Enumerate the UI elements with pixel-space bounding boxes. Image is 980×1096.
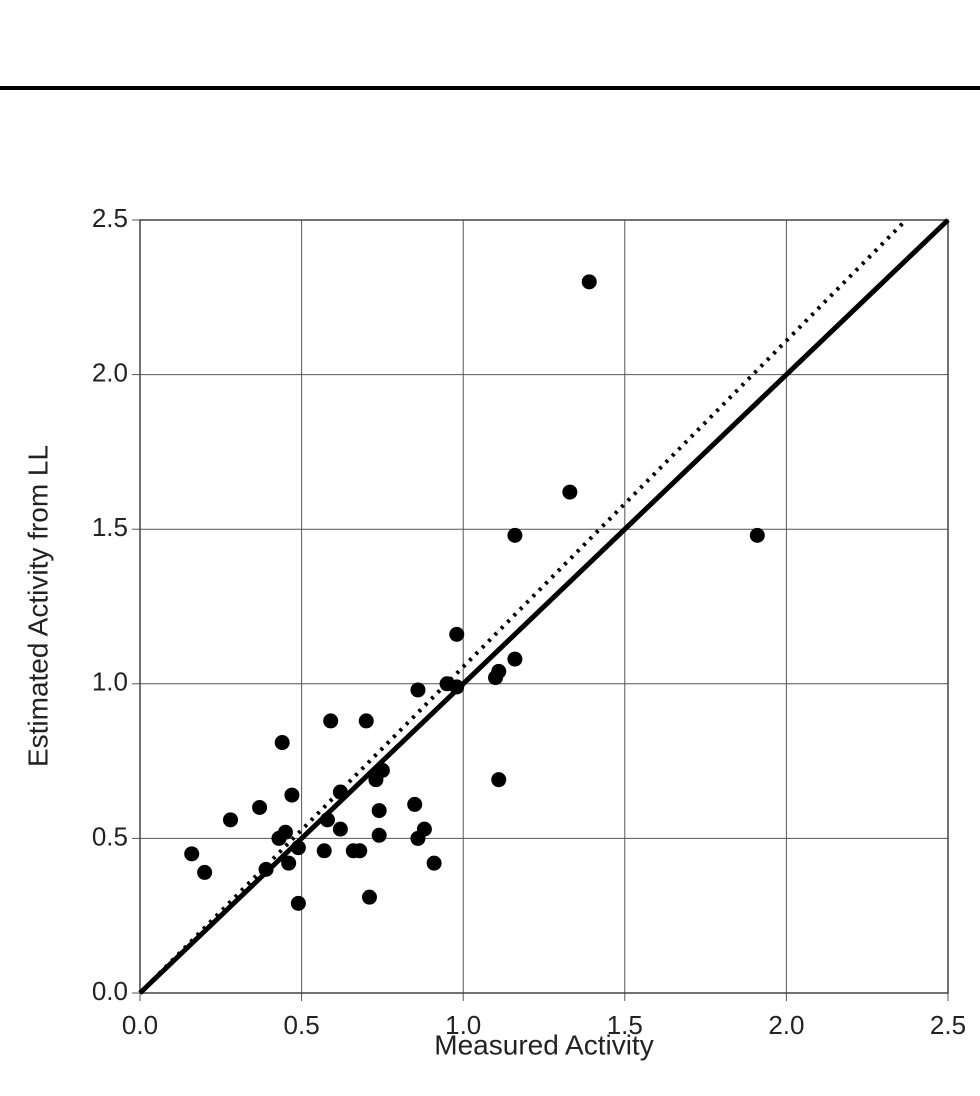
point	[332, 821, 348, 837]
point	[274, 735, 290, 751]
y-tick-label: 0.5	[92, 821, 128, 851]
point	[426, 855, 442, 871]
point	[323, 713, 339, 729]
x-tick-label: 2.5	[930, 1010, 966, 1040]
x-tick-label: 0.0	[122, 1010, 158, 1040]
x-axis-label: Measured Activity	[434, 1029, 653, 1060]
point	[374, 762, 390, 778]
point	[416, 821, 432, 837]
point	[507, 651, 523, 667]
point	[361, 889, 377, 905]
y-tick-label: 2.0	[92, 357, 128, 387]
point	[371, 803, 387, 819]
solid-line	[138, 218, 950, 995]
point	[316, 843, 332, 859]
point	[258, 861, 274, 877]
point	[491, 772, 507, 788]
point	[410, 682, 426, 698]
point	[358, 713, 374, 729]
x-tick-label: 1.5	[607, 1010, 643, 1040]
point	[319, 812, 335, 828]
point	[449, 679, 465, 695]
point	[277, 824, 293, 840]
point	[252, 799, 268, 815]
point	[184, 846, 200, 862]
point	[749, 527, 765, 543]
point	[222, 812, 238, 828]
point	[507, 527, 523, 543]
point	[290, 840, 306, 856]
point	[332, 784, 348, 800]
y-axis-label: Estimated Activity from LL	[22, 445, 53, 767]
x-tick-label: 0.5	[284, 1010, 320, 1040]
y-tick-label: 1.5	[92, 512, 128, 542]
point	[581, 274, 597, 290]
point	[491, 663, 507, 679]
point	[284, 787, 300, 803]
y-tick-label: 1.0	[92, 667, 128, 697]
point	[371, 827, 387, 843]
x-tick-label: 1.0	[445, 1010, 481, 1040]
point	[281, 855, 297, 871]
point	[290, 895, 306, 911]
x-tick-label: 2.0	[768, 1010, 804, 1040]
y-tick-label: 0.0	[92, 976, 128, 1006]
point	[197, 864, 213, 880]
y-tick-label: 2.5	[92, 203, 128, 233]
point	[407, 796, 423, 812]
point	[352, 843, 368, 859]
dotted-line	[138, 218, 908, 995]
point	[562, 484, 578, 500]
point	[449, 626, 465, 642]
plot-frame	[139, 219, 949, 994]
